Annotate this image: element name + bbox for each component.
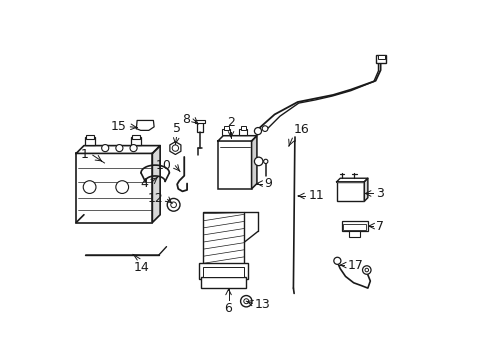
Bar xyxy=(348,231,360,237)
Text: 12: 12 xyxy=(148,192,163,205)
Circle shape xyxy=(116,181,128,193)
Circle shape xyxy=(83,181,96,193)
Text: 14: 14 xyxy=(134,261,149,274)
Polygon shape xyxy=(364,178,367,201)
Circle shape xyxy=(362,266,370,274)
Polygon shape xyxy=(76,145,160,153)
Bar xyxy=(223,126,228,130)
Bar xyxy=(85,137,95,145)
Bar xyxy=(196,122,203,132)
Bar xyxy=(336,182,364,201)
Bar xyxy=(202,212,244,265)
Polygon shape xyxy=(136,121,154,130)
Polygon shape xyxy=(336,178,367,182)
Text: 1: 1 xyxy=(81,148,88,161)
Text: 15: 15 xyxy=(111,120,126,133)
Circle shape xyxy=(364,268,368,272)
Bar xyxy=(343,224,366,230)
Bar xyxy=(202,267,244,278)
Circle shape xyxy=(167,198,180,211)
Bar xyxy=(86,135,93,139)
Text: 3: 3 xyxy=(375,187,383,200)
Circle shape xyxy=(172,145,178,151)
Bar xyxy=(131,137,141,145)
Circle shape xyxy=(170,202,176,208)
Bar xyxy=(76,153,152,222)
Text: 2: 2 xyxy=(226,116,235,129)
Text: 16: 16 xyxy=(293,123,308,136)
Bar xyxy=(377,54,384,59)
Bar xyxy=(376,54,386,63)
Polygon shape xyxy=(251,136,256,189)
Bar xyxy=(239,129,246,135)
Text: 10: 10 xyxy=(156,159,171,172)
Circle shape xyxy=(254,127,261,135)
Text: 7: 7 xyxy=(375,220,383,233)
Circle shape xyxy=(240,296,251,307)
Text: 8: 8 xyxy=(182,113,189,126)
Text: 6: 6 xyxy=(224,302,232,315)
Bar xyxy=(195,120,204,123)
Bar xyxy=(218,141,251,189)
Text: 17: 17 xyxy=(346,258,363,271)
Circle shape xyxy=(130,145,137,152)
Circle shape xyxy=(263,159,267,163)
Text: 4: 4 xyxy=(140,177,148,190)
Circle shape xyxy=(102,145,108,152)
Bar xyxy=(132,135,139,139)
Circle shape xyxy=(254,157,263,166)
Bar xyxy=(341,221,367,231)
Bar xyxy=(222,129,229,135)
Bar xyxy=(240,126,245,130)
Text: 13: 13 xyxy=(255,298,270,311)
Polygon shape xyxy=(152,145,160,222)
Circle shape xyxy=(262,126,267,131)
Circle shape xyxy=(116,145,122,152)
Text: 11: 11 xyxy=(307,189,324,202)
Text: 9: 9 xyxy=(264,177,272,190)
Polygon shape xyxy=(218,136,256,141)
Text: 5: 5 xyxy=(173,122,181,135)
Circle shape xyxy=(333,257,340,264)
Bar xyxy=(199,263,247,279)
Polygon shape xyxy=(169,142,181,154)
Circle shape xyxy=(244,299,248,304)
Bar xyxy=(201,278,246,288)
